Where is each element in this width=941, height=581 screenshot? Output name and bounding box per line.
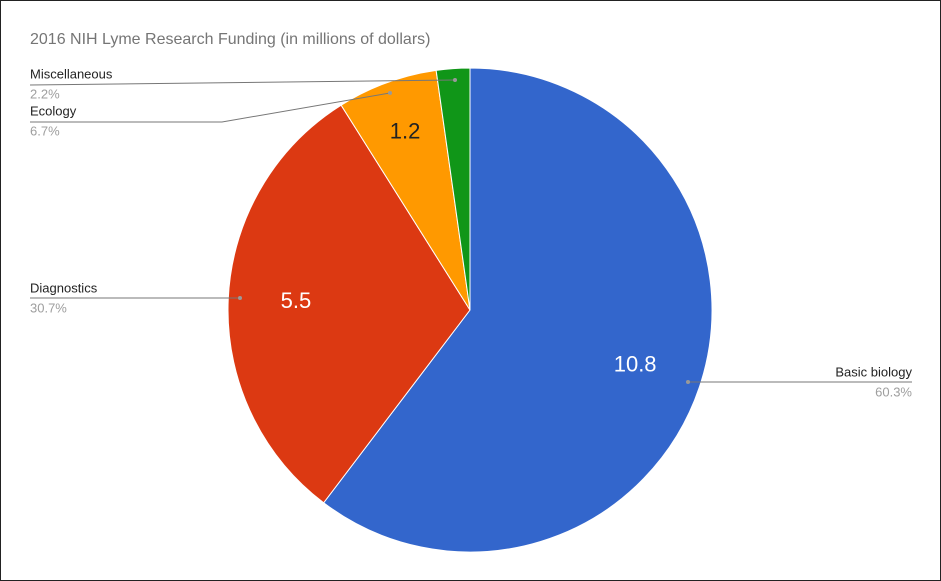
slice-value-label: 1.2 — [390, 119, 421, 144]
category-label: Diagnostics — [30, 280, 98, 295]
leader-dot — [388, 91, 392, 95]
category-label: Ecology — [30, 103, 77, 118]
leader-line — [30, 92, 391, 123]
leader-dot — [686, 380, 690, 384]
percent-label: 2.2% — [30, 86, 60, 101]
chart-title: 2016 NIH Lyme Research Funding (in milli… — [30, 31, 430, 48]
category-label: Basic biology — [835, 364, 912, 379]
leader-dot — [238, 296, 242, 300]
category-label: Miscellaneous — [30, 66, 113, 81]
pie-slice — [322, 67, 713, 553]
percent-label: 60.3% — [875, 384, 912, 399]
pie-slice — [435, 67, 471, 311]
leader-dot — [453, 78, 457, 82]
percent-label: 6.7% — [30, 123, 60, 138]
leader-line — [29, 79, 456, 86]
slice-value-label: 10.8 — [614, 351, 657, 376]
percent-label: 30.7% — [30, 300, 67, 315]
slice-value-label: 5.5 — [281, 288, 312, 313]
pie-slice — [227, 104, 471, 504]
